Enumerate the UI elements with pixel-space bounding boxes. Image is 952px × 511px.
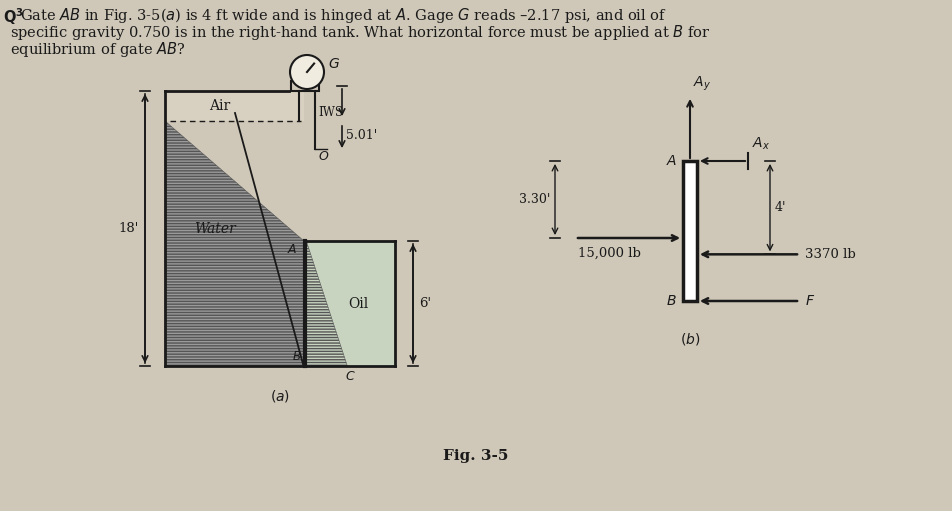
Text: $(a)$: $(a)$ — [269, 388, 289, 404]
Text: $F$: $F$ — [804, 294, 814, 308]
Text: 3.30': 3.30' — [518, 193, 549, 206]
Text: specific gravity 0.750 is in the right-hand tank. What horizontal force must be : specific gravity 0.750 is in the right-h… — [10, 23, 710, 42]
Text: 5.01': 5.01' — [346, 128, 377, 142]
Text: IWS: IWS — [318, 106, 343, 119]
Bar — [683, 161, 696, 301]
Text: 3370 lb: 3370 lb — [804, 248, 855, 261]
Text: $(b)$: $(b)$ — [679, 331, 700, 347]
Polygon shape — [165, 121, 304, 366]
Bar — [290, 81, 319, 91]
Text: Fig. 3-5: Fig. 3-5 — [443, 449, 508, 463]
Circle shape — [289, 55, 324, 89]
Text: Gate $AB$ in Fig. 3-5($a$) is 4 ft wide and is hinged at $A$. Gage $G$ reads –2.: Gate $AB$ in Fig. 3-5($a$) is 4 ft wide … — [20, 6, 666, 25]
Text: $C$: $C$ — [345, 370, 355, 383]
Text: $A$: $A$ — [287, 243, 297, 256]
Text: 15,000 lb: 15,000 lb — [578, 247, 640, 260]
Text: $A_y$: $A_y$ — [692, 75, 710, 93]
Text: Air: Air — [209, 99, 230, 113]
Text: 6': 6' — [419, 297, 430, 310]
Text: $\mathbf{Q^3}$: $\mathbf{Q^3}$ — [3, 6, 24, 27]
Text: $A_x$: $A_x$ — [751, 135, 769, 152]
Polygon shape — [306, 241, 394, 366]
Text: $O$: $O$ — [318, 150, 329, 163]
Text: 4': 4' — [774, 201, 785, 214]
Text: equilibrium of gate $AB$?: equilibrium of gate $AB$? — [10, 40, 186, 59]
Text: Oil: Oil — [347, 296, 367, 311]
Text: 18': 18' — [118, 222, 139, 235]
Text: $A$: $A$ — [665, 154, 676, 168]
Text: Water: Water — [194, 221, 236, 236]
Polygon shape — [165, 91, 304, 121]
Text: $B$: $B$ — [665, 294, 676, 308]
Text: $G$: $G$ — [327, 57, 340, 71]
Text: $B$: $B$ — [291, 350, 301, 363]
